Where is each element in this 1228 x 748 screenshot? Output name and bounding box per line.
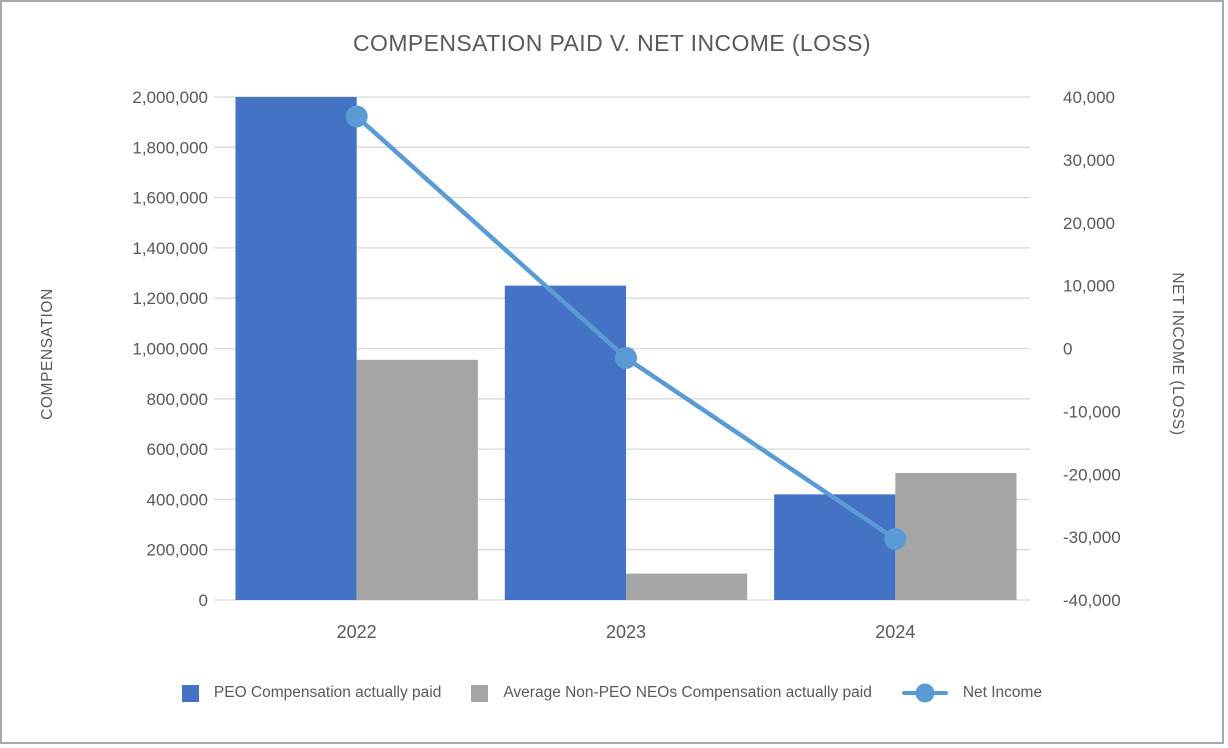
bar-peo-2024: [774, 494, 896, 600]
legend-item-non-peo-compensation: Average Non-PEO NEOs Compensation actual…: [471, 684, 872, 702]
bar-peo-2023: [504, 285, 626, 600]
left-axis-tick-label: 1,200,000: [132, 289, 208, 308]
left-axis-tick-label: 200,000: [147, 541, 208, 560]
chart-legend: PEO Compensation actually paid Average N…: [2, 683, 1222, 703]
left-axis-tick-label: 400,000: [147, 490, 208, 509]
left-axis-tick-label: 2,000,000: [132, 88, 208, 107]
chart-plot-area: 2,000,000 1,800,000 1,600,000 1,400,000 1,20…: [132, 88, 1121, 642]
left-axis-tick-label: 1,800,000: [132, 138, 208, 157]
net-income-marker-2022: [345, 105, 368, 128]
left-axis-tick-label: 0: [199, 591, 208, 610]
legend-label: Average Non-PEO NEOs Compensation actual…: [503, 684, 872, 701]
right-axis-tick-label: -10,000: [1063, 402, 1121, 421]
left-axis-tick-label: 800,000: [147, 390, 208, 409]
left-axis-tick-label: 600,000: [147, 440, 208, 459]
net-income-marker-2023: [615, 346, 637, 369]
left-axis-tick-label: 1,600,000: [132, 189, 208, 208]
bar-non-peo-2022: [356, 359, 478, 600]
right-axis-tick-label: 10,000: [1063, 277, 1115, 296]
legend-item-peo-compensation: PEO Compensation actually paid: [181, 684, 442, 702]
right-axis-tick-label: -40,000: [1063, 591, 1121, 610]
legend-label: Net Income: [962, 684, 1043, 701]
right-axis-tick-label: 30,000: [1063, 151, 1115, 170]
right-axis-tick-label: 20,000: [1063, 214, 1115, 233]
x-axis-category-label: 2022: [337, 622, 377, 642]
left-axis-tick-label: 1,000,000: [132, 340, 208, 359]
legend-label: PEO Compensation actually paid: [213, 684, 442, 701]
peo-compensation-swatch-icon: [181, 684, 199, 702]
right-axis-tick-label: -30,000: [1063, 528, 1121, 547]
net-income-line-marker-icon: [901, 683, 948, 703]
net-income-marker-2024: [884, 528, 907, 551]
bar-non-peo-2024: [895, 472, 1017, 600]
x-axis-category-label: 2024: [875, 622, 915, 642]
chart-title: COMPENSATION PAID V. NET INCOME (LOSS): [353, 30, 871, 56]
right-axis-tick-label: -20,000: [1063, 465, 1121, 484]
non-peo-compensation-swatch-icon: [471, 684, 489, 702]
legend-item-net-income: Net Income: [901, 683, 1043, 703]
right-axis-tick-label: 0: [1063, 340, 1072, 359]
right-axis-tick-label: 40,000: [1063, 88, 1115, 107]
left-axis-tick-label: 1,400,000: [132, 239, 208, 258]
bar-peo-2022: [235, 97, 357, 600]
bar-non-peo-2023: [626, 573, 748, 600]
x-axis-category-label: 2023: [606, 622, 646, 642]
